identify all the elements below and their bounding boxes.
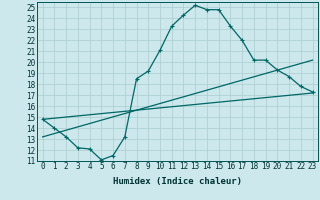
X-axis label: Humidex (Indice chaleur): Humidex (Indice chaleur) [113, 177, 242, 186]
